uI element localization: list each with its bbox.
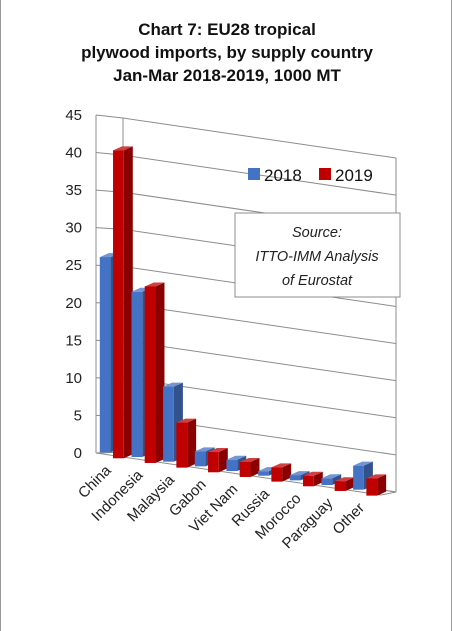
bar-top	[239, 457, 260, 462]
legend: 2018 2019	[248, 166, 373, 185]
bar-side	[282, 463, 292, 482]
legend-label-2019: 2019	[335, 166, 373, 185]
bar-top	[366, 474, 387, 479]
bar-top	[144, 282, 165, 287]
chart-title-line-3: Jan-Mar 2018-2019, 1000 MT	[113, 66, 341, 85]
bar-2019-viet-nam	[239, 457, 260, 477]
bar-front	[353, 465, 364, 490]
bar-side	[155, 282, 165, 463]
y-tick-label: 0	[74, 445, 82, 462]
legend-label-2018: 2018	[264, 166, 302, 185]
source-line-1: Source:	[292, 225, 342, 241]
bar-top	[194, 447, 215, 452]
bar-front	[321, 478, 333, 486]
bar-top	[303, 471, 323, 476]
bars	[99, 146, 387, 496]
bar-top	[176, 418, 197, 423]
bar-side	[187, 418, 197, 468]
bar-front	[144, 286, 156, 463]
bar-front	[163, 386, 174, 462]
bar-front	[226, 459, 238, 472]
bar-front	[113, 150, 124, 459]
bar-side	[313, 471, 323, 487]
bar-2018-paraguay	[321, 474, 342, 486]
source-annotation: Source: ITTO-IMM Analysis of Eurostat	[234, 212, 401, 298]
bar-2019-gabon	[208, 448, 228, 473]
gridline-side-45	[95, 114, 124, 119]
bar-top	[289, 471, 310, 476]
bar-top	[208, 448, 228, 453]
bar-front	[239, 461, 251, 477]
bar-front	[208, 452, 219, 473]
bar-side	[332, 474, 342, 486]
y-tick-label: 20	[65, 295, 82, 312]
source-line-2: ITTO-IMM Analysis	[255, 249, 378, 265]
bar-top	[271, 463, 292, 468]
bar-front	[99, 257, 111, 453]
bar-top	[334, 477, 355, 482]
source-line-3: of Eurostat	[282, 273, 353, 289]
bar-2019-malaysia	[176, 418, 197, 468]
bar-front	[271, 467, 283, 482]
x-tick-label: Other	[329, 499, 368, 538]
bar-2019-morocco	[303, 471, 323, 487]
bar-top	[113, 146, 133, 151]
bar-side	[345, 477, 355, 491]
bar-2019-other	[366, 474, 387, 496]
bar-front	[334, 481, 346, 491]
bar-2019-china	[113, 146, 133, 459]
gridline-15	[122, 340, 397, 382]
y-tick-label: 35	[65, 182, 82, 199]
bar-top	[321, 474, 342, 479]
y-tick-label: 10	[65, 370, 82, 387]
bar-front	[131, 291, 143, 458]
y-tick-label: 15	[65, 332, 82, 349]
bar-side	[123, 146, 133, 459]
bar-side	[218, 448, 228, 473]
y-tick-label: 40	[65, 145, 82, 162]
bar-side	[250, 457, 260, 477]
bar-front	[176, 422, 188, 468]
bar-front	[194, 451, 206, 467]
legend-swatch-2018	[248, 168, 260, 180]
gridline-45	[122, 117, 397, 159]
y-tick-label: 5	[74, 407, 82, 424]
bar-front	[258, 471, 269, 476]
bar-2019-russia	[271, 463, 292, 482]
bar-front	[366, 478, 378, 496]
legend-swatch-2019	[319, 168, 331, 180]
gridline-20	[122, 303, 397, 345]
bar-front	[289, 475, 301, 481]
bar-top	[163, 382, 183, 387]
bar-front	[303, 475, 314, 487]
y-tick-label: 30	[65, 220, 82, 237]
y-tick-label: 45	[65, 107, 82, 124]
y-axis-ticks: 0 5 10 15 20 25 30 35 40 45	[65, 107, 82, 462]
bar-top	[226, 455, 247, 460]
chart-title-line-2: plywood imports, by supply country	[81, 43, 373, 62]
bar-side	[377, 474, 387, 496]
source-box-border	[234, 212, 401, 298]
chart-title-line-1: Chart 7: EU28 tropical	[138, 20, 316, 39]
y-tick-label: 25	[65, 257, 82, 274]
bar-2019-indonesia	[144, 282, 165, 463]
bar-2019-paraguay	[334, 477, 355, 491]
bar-top	[353, 461, 373, 466]
chart-title: Chart 7: EU28 tropical plywood imports, …	[1, 18, 452, 87]
